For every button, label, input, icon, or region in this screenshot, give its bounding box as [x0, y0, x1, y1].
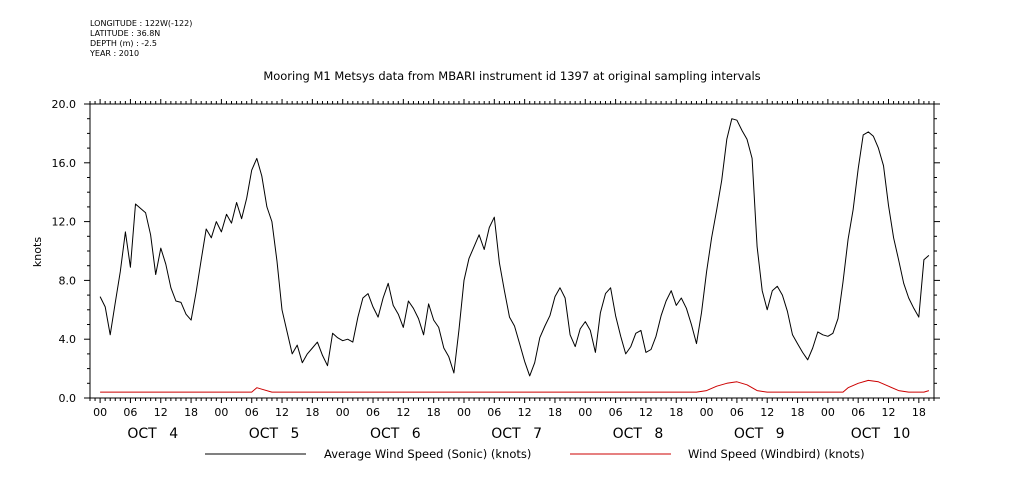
x-tick-labels: 00 06 12 18 00 06 12 18 00 06 12 18 00 06 12 18 00 06 12 18…: [93, 406, 926, 419]
y-tick-label: 20.0: [52, 98, 77, 111]
x-tick-label: 12: [396, 406, 410, 419]
depth-label: DEPTH (m) : -2.5: [90, 39, 157, 48]
x-tick-label: 00: [821, 406, 835, 419]
legend: Average Wind Speed (Sonic) (knots) Wind S…: [205, 447, 865, 461]
x-tick-label: 06: [245, 406, 259, 419]
day-label: OCT 8: [613, 426, 664, 442]
series-line-2: [100, 379, 930, 393]
x-tick-label: 06: [123, 406, 137, 419]
chart-title: Mooring M1 Metsys data from MBARI instru…: [263, 69, 760, 83]
y-tick-label: 8.0: [59, 274, 77, 287]
series-line-1: [99, 118, 930, 377]
x-tick-label: 06: [851, 406, 865, 419]
x-tick-label: 12: [639, 406, 653, 419]
axes-frame: [89, 103, 935, 399]
plot-frame: [89, 103, 935, 399]
x-tick-label: 12: [882, 406, 896, 419]
day-label: OCT 6: [370, 426, 421, 442]
day-label: OCT 7: [491, 426, 542, 442]
x-tick-label: 06: [730, 406, 744, 419]
x-tick-label: 18: [669, 406, 683, 419]
x-tick-label: 18: [791, 406, 805, 419]
x-tick-label: 12: [760, 406, 774, 419]
x-tick-label: 06: [609, 406, 623, 419]
x-tick-label: 18: [548, 406, 562, 419]
axis-ticks: [84, 99, 940, 403]
x-tick-label: 18: [305, 406, 319, 419]
x-tick-label: 12: [275, 406, 289, 419]
latitude-label: LATITUDE : 36.8N: [90, 29, 161, 38]
day-label: OCT 10: [851, 426, 911, 442]
x-tick-label: 12: [518, 406, 532, 419]
legend-label-2: Wind Speed (Windbird) (knots): [688, 447, 865, 461]
day-labels: OCT 4 OCT 5 OCT 6 OCT 7 OCT 8 OCT 9 OCT 10: [127, 426, 910, 442]
day-label: OCT 4: [127, 426, 178, 442]
x-tick-label: 00: [336, 406, 350, 419]
y-tick-labels: 0.0 4.0 8.0 12.0 16.0 20.0: [52, 98, 77, 405]
x-tick-label: 06: [366, 406, 380, 419]
x-tick-label: 00: [700, 406, 714, 419]
y-tick-label: 4.0: [59, 333, 77, 346]
x-tick-label: 18: [912, 406, 926, 419]
x-tick-label: 00: [214, 406, 228, 419]
station-metadata: LONGITUDE : 122W(-122) LATITUDE : 36.8N DE…: [90, 19, 192, 59]
x-tick-label: 00: [457, 406, 471, 419]
x-tick-label: 00: [93, 406, 107, 419]
x-tick-label: 00: [578, 406, 592, 419]
x-tick-label: 18: [427, 406, 441, 419]
data-series: [99, 118, 930, 393]
y-tick-label: 0.0: [59, 392, 77, 405]
day-label: OCT 5: [249, 426, 300, 442]
y-axis-label: knots: [31, 237, 44, 267]
year-label: YEAR : 2010: [90, 49, 140, 58]
x-tick-label: 12: [154, 406, 168, 419]
x-tick-label: 18: [184, 406, 198, 419]
y-tick-label: 12.0: [52, 216, 77, 229]
day-label: OCT 9: [734, 426, 785, 442]
legend-label-1: Average Wind Speed (Sonic) (knots): [324, 447, 531, 461]
longitude-label: LONGITUDE : 122W(-122): [90, 19, 193, 28]
y-tick-label: 16.0: [52, 157, 77, 170]
x-tick-label: 06: [487, 406, 501, 419]
